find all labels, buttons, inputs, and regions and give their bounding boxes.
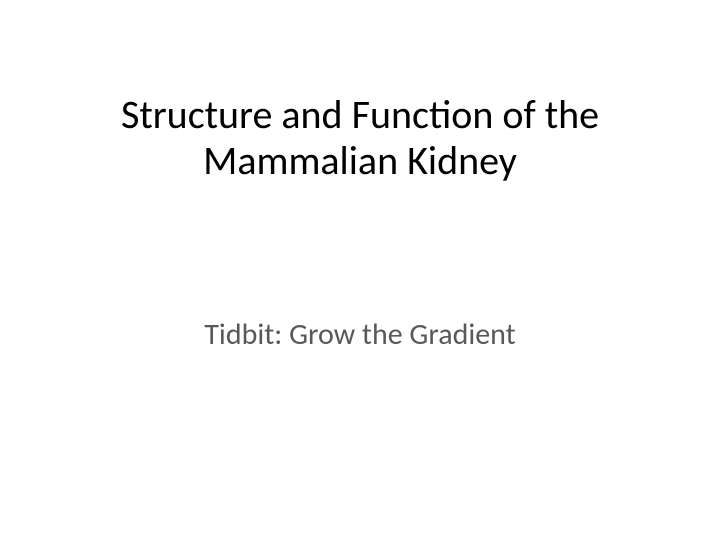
slide-subtitle: Tidbit: Grow the Gradient [0,316,720,353]
slide: Structure and Function of theMammalian K… [0,0,720,540]
slide-title: Structure and Function of theMammalian K… [0,92,720,184]
